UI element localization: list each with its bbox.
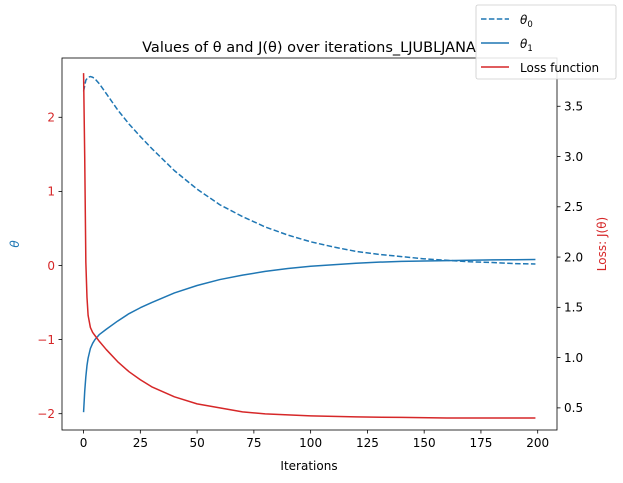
legend-label-theta1: θ1 bbox=[520, 37, 533, 54]
series-line-0 bbox=[82, 75, 536, 265]
y-right-tick-label: 1.0 bbox=[564, 351, 583, 365]
y-right-tick-label: 3.0 bbox=[564, 150, 583, 164]
plot-frame bbox=[61, 57, 558, 431]
y-right-tick-label: 2.5 bbox=[564, 200, 583, 214]
x-tick-label: 125 bbox=[356, 436, 379, 450]
x-tick-label: 150 bbox=[413, 436, 436, 450]
y-left-tick-label: 0 bbox=[47, 259, 55, 273]
legend: θ0 θ1 Loss function bbox=[475, 4, 617, 80]
y-right-axis-label: Loss: J(θ) bbox=[595, 217, 609, 271]
y-right-tick-label: 0.5 bbox=[564, 401, 583, 415]
x-tick-label: 100 bbox=[299, 436, 322, 450]
legend-label-theta0: θ0 bbox=[520, 13, 533, 30]
x-tick-label: 75 bbox=[246, 436, 261, 450]
y-left-tick-label: 1 bbox=[47, 185, 55, 199]
y-right-tick-label: 1.5 bbox=[564, 301, 583, 315]
y-right-tick-label: 2.0 bbox=[564, 250, 583, 264]
chart-title: Values of θ and J(θ) over iterations_LJU… bbox=[142, 40, 476, 56]
x-tick-label: 25 bbox=[133, 436, 148, 450]
series-line-1 bbox=[82, 258, 536, 413]
y-left-tick-label: −1 bbox=[37, 333, 55, 347]
x-tick-label: 0 bbox=[80, 436, 88, 450]
y-left-axis-ticks: −2 −1 0 1 2 bbox=[37, 111, 62, 421]
y-left-tick-label: 2 bbox=[47, 111, 55, 125]
legend-label-loss: Loss function bbox=[520, 61, 599, 75]
y-right-axis-ticks: 0.5 1.0 1.5 2.0 2.5 3.0 3.5 bbox=[557, 100, 583, 415]
x-tick-label: 200 bbox=[526, 436, 549, 450]
series-layer bbox=[82, 73, 536, 419]
x-axis-ticks: 0 25 50 75 100 125 150 175 200 bbox=[80, 430, 549, 450]
y-left-tick-label: −2 bbox=[37, 407, 55, 421]
series-line-2 bbox=[82, 73, 536, 419]
x-tick-label: 175 bbox=[469, 436, 492, 450]
x-axis-label: Iterations bbox=[280, 459, 337, 473]
x-tick-label: 50 bbox=[189, 436, 204, 450]
legend-box bbox=[475, 4, 617, 80]
y-left-axis-label: θ bbox=[8, 240, 22, 248]
y-right-tick-label: 3.5 bbox=[564, 100, 583, 114]
